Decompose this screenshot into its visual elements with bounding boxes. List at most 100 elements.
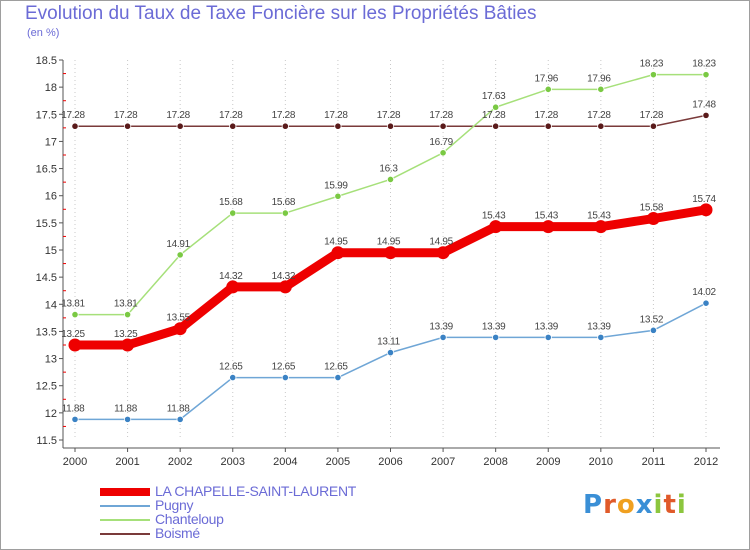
data-label: 15.74 [692, 194, 716, 205]
y-tick-label: 17.5 [36, 109, 57, 121]
data-label: 13.52 [640, 314, 664, 325]
data-label: 17.63 [482, 91, 506, 102]
x-tick-label: 2000 [63, 456, 87, 468]
data-point [281, 373, 289, 382]
data-label: 12.65 [272, 362, 296, 373]
data-point [121, 338, 135, 352]
data-label: 16.3 [379, 163, 398, 174]
data-label: 18.23 [692, 59, 716, 70]
chart-y-unit: (en %) [27, 27, 60, 39]
data-label: 12.65 [219, 362, 243, 373]
data-point [649, 71, 658, 79]
data-label: 13.55 [166, 313, 190, 324]
data-point [384, 246, 397, 260]
data-point [492, 333, 500, 341]
legend-swatch [100, 488, 150, 496]
data-label: 13.39 [587, 321, 611, 332]
data-point [386, 175, 395, 184]
data-label: 15.68 [219, 197, 243, 208]
data-point [489, 220, 503, 234]
y-tick-label: 12.5 [36, 381, 57, 393]
data-label: 17.96 [534, 73, 558, 84]
data-point [646, 212, 660, 226]
data-point [331, 246, 345, 260]
data-point [702, 111, 710, 119]
legend-swatch [100, 505, 150, 507]
data-label: 17.28 [534, 110, 558, 121]
data-point [173, 322, 187, 336]
data-labels: 13.25 13.25 13.55 14.32 14.32 14.95 14.95 14.95… [61, 59, 717, 415]
data-point [281, 122, 289, 130]
y-tick-label: 18 [45, 82, 57, 94]
data-label: 14.95 [377, 237, 401, 248]
data-point [492, 103, 500, 111]
x-tick-label: 2004 [273, 456, 297, 468]
legend-label: Boismé [155, 525, 200, 541]
data-point [71, 122, 79, 130]
data-point [281, 209, 289, 217]
data-label: 14.32 [219, 271, 243, 282]
x-tick-label: 2007 [431, 456, 455, 468]
x-tick-label: 2002 [168, 456, 192, 468]
y-tick-label: 17 [45, 136, 57, 148]
data-point [439, 149, 447, 157]
data-point [123, 415, 132, 423]
data-label: 13.11 [377, 337, 401, 348]
data-label: 17.28 [429, 110, 453, 121]
data-point [226, 280, 240, 294]
data-point [436, 246, 450, 260]
data-point [699, 203, 713, 217]
data-label: 16.79 [429, 137, 453, 148]
data-label: 17.48 [692, 99, 716, 110]
x-tick-label: 2005 [326, 456, 350, 468]
data-point [594, 220, 608, 234]
data-point [439, 122, 447, 130]
y-tick-label: 14.5 [36, 272, 57, 284]
x-tick-label: 2010 [589, 456, 613, 468]
data-point [229, 122, 237, 130]
data-label: 11.88 [114, 403, 138, 414]
data-label: 14.95 [324, 237, 348, 248]
data-label: 13.39 [429, 321, 453, 332]
legend-label: Pugny [155, 497, 194, 513]
data-label: 14.32 [272, 271, 296, 282]
data-point [492, 122, 500, 130]
data-label: 17.28 [377, 110, 401, 121]
y-tick-label: 12 [45, 408, 57, 420]
x-tick-label: 2009 [536, 456, 560, 468]
data-point [702, 71, 710, 79]
data-label: 13.25 [114, 329, 138, 340]
x-tick-label: 2008 [483, 456, 507, 468]
data-label: 14.95 [429, 237, 453, 248]
legend-label: LA CHAPELLE-SAINT-LAURENT [155, 483, 357, 499]
data-label: 13.39 [482, 321, 506, 332]
data-point [229, 209, 237, 217]
data-label: 15.68 [272, 197, 296, 208]
data-label: 11.88 [62, 403, 86, 414]
data-label: 14.02 [692, 287, 716, 298]
axes: 11.5 12 12.5 13 13.5 14 14.5 15 15.5 16 16.5 17 17.5… [36, 55, 720, 468]
data-label: 17.96 [587, 73, 611, 84]
y-tick-label: 11.5 [36, 435, 57, 447]
y-tick-label: 18.5 [36, 55, 57, 67]
series-group [68, 71, 713, 423]
proxiti-logo: Proxiti [583, 490, 687, 520]
data-point [68, 338, 82, 352]
data-label: 17.28 [114, 110, 138, 121]
data-point [649, 326, 658, 334]
data-point [597, 122, 605, 130]
data-label: 13.81 [114, 299, 138, 310]
data-label: 17.28 [219, 110, 243, 121]
data-point [544, 122, 552, 130]
x-tick-label: 2011 [642, 456, 666, 468]
data-label: 13.81 [61, 299, 85, 310]
data-label: 17.28 [587, 110, 611, 121]
data-label: 12.65 [324, 362, 348, 373]
data-label: 13.25 [61, 329, 85, 340]
data-point [544, 85, 552, 93]
data-label: 11.88 [167, 403, 191, 414]
data-point [334, 373, 342, 382]
data-point [386, 348, 395, 357]
